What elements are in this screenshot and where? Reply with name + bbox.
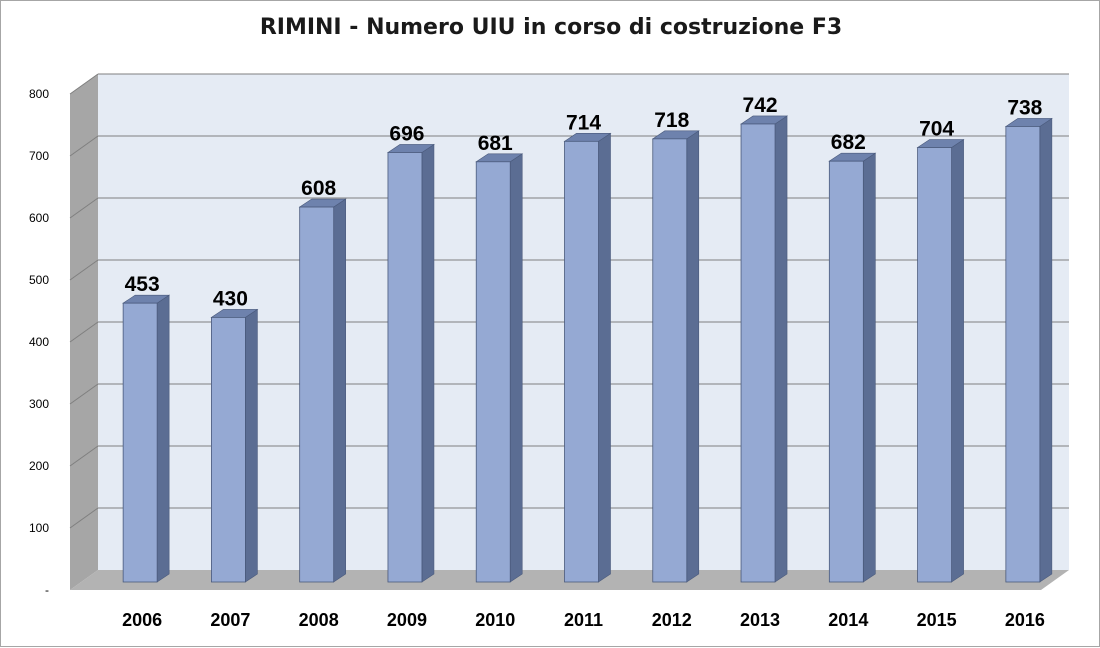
bar — [387, 152, 423, 583]
bar — [211, 316, 246, 583]
y-tick-label: 100 — [29, 521, 49, 535]
gridline-side — [69, 445, 99, 467]
bar-side — [686, 130, 700, 583]
x-tick-label: 2013 — [740, 610, 780, 630]
data-label: 430 — [213, 287, 248, 310]
x-tick-label: 2009 — [387, 610, 427, 630]
data-label: 696 — [389, 122, 424, 145]
data-label: 718 — [654, 109, 689, 132]
y-tick-label: 500 — [29, 273, 49, 287]
bar-side — [1039, 117, 1053, 583]
x-tick-label: 2010 — [475, 610, 515, 630]
data-label: 738 — [1007, 96, 1042, 119]
bar-side — [598, 132, 611, 583]
gridline-side — [69, 507, 99, 529]
gridline-side — [69, 197, 99, 219]
x-tick-label: 2016 — [1005, 610, 1045, 630]
y-tick-label: 200 — [29, 459, 49, 473]
gridline-side — [69, 135, 99, 157]
x-tick-label: 2011 — [564, 610, 603, 630]
y-tick-label: - — [45, 583, 49, 597]
bar — [122, 302, 158, 583]
gridline-side — [69, 73, 99, 95]
bar-side — [421, 143, 435, 583]
data-label: 681 — [478, 132, 513, 155]
gridline-side — [69, 383, 99, 405]
data-label: 704 — [919, 118, 954, 141]
bar-side — [156, 294, 170, 583]
x-tick-label: 2006 — [122, 610, 162, 630]
data-label: 742 — [743, 94, 778, 117]
bar-side — [863, 152, 876, 583]
y-tick-label: 300 — [29, 397, 49, 411]
bar — [917, 147, 952, 583]
y-tick-label: 600 — [29, 211, 49, 225]
x-tick-label: 2008 — [299, 610, 339, 630]
data-label: 714 — [566, 111, 601, 134]
data-label: 682 — [831, 131, 866, 154]
bar-side — [774, 115, 788, 583]
y-tick-label: 400 — [29, 335, 49, 349]
bar — [828, 160, 864, 583]
gridline-side — [69, 259, 99, 281]
bar — [564, 140, 599, 583]
chart-title: RIMINI - Numero UIU in corso di costruzi… — [259, 15, 843, 40]
bar — [652, 138, 688, 583]
gridline-side — [69, 321, 99, 343]
x-tick-label: 2015 — [917, 610, 957, 630]
bar — [475, 161, 511, 583]
y-tick-label: 800 — [29, 87, 49, 101]
x-tick-label: 2007 — [210, 610, 250, 630]
y-tick-label: 700 — [29, 149, 49, 163]
bar — [740, 123, 776, 583]
data-label: 608 — [301, 177, 336, 200]
bar-side — [951, 138, 964, 583]
x-tick-label: 2012 — [652, 610, 692, 630]
bar — [299, 206, 335, 583]
bar — [1005, 126, 1041, 583]
bar-side — [333, 198, 346, 583]
data-label: 453 — [125, 273, 160, 296]
x-tick-label: 2014 — [828, 610, 868, 630]
bar-side — [509, 153, 523, 583]
bar-side — [245, 308, 258, 583]
